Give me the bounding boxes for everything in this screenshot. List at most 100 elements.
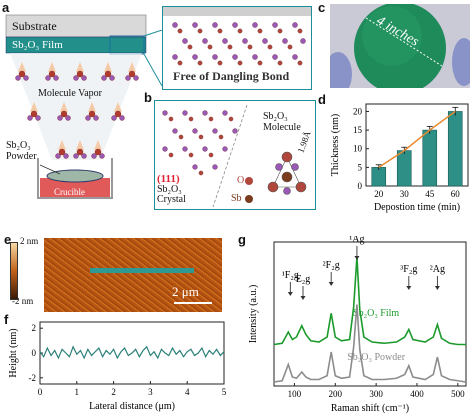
y-tick-label: 15 [353,125,363,135]
x-tick-label: 45 [425,189,435,199]
colorbar-min: -2 nm [12,296,34,306]
panel-b: (111) Sb₂O₃ Crystal Sb₂O₃ Molecule 1.98Å… [154,100,316,210]
series-label-film: Sb₂O₃ Film [353,308,399,319]
peak-label: E₂g [296,274,311,285]
x-tick-label: 4 [185,387,190,397]
peak-arrowhead [300,296,306,300]
molecule-array [172,22,306,66]
peak-label: ¹F₂g [282,270,299,281]
afm-image: 2 μm [44,238,222,312]
height-profile-line [39,345,225,360]
vapor-molecules [15,62,139,159]
y-axis-title: Thickness (nm) [330,114,341,177]
series-label-powder: Sb₂O₃ Powder [347,352,405,363]
molecule-label-line1: Sb₂O₃ [263,111,288,122]
legend-o-marker [245,177,253,185]
powder-label-line1: Sb₂O₃ [6,140,31,151]
peak-label: ²F₂g [323,260,340,271]
peak-arrowhead [354,256,360,260]
plot-frame [273,241,467,387]
film-label: Sb₂O₃ Film [12,39,63,51]
x-tick-label: 200 [329,389,343,399]
bar [371,167,387,187]
x-tick-label: 20 [374,189,384,199]
crucible-label: Crucible [54,187,85,197]
plot-frame [365,103,469,187]
dangling-bond-caption: Free of Dangling Bond [173,69,290,83]
x-tick-label: 100 [288,389,302,399]
zoom-connector [143,30,163,87]
glove-right [452,38,470,86]
y-axis-title: Height (nm) [8,328,19,377]
chart-g: 100 200 300 400 500 Sb₂O₃ Film Sb₂O₃ Powder ¹F₂… [248,236,467,414]
panel-label-c: c [318,0,326,15]
vapor-cone [10,53,142,160]
dangling-bond-free-film-structure [163,7,311,66]
afm-scalebar [174,302,212,304]
crystal-label: Sb₂O₃ Crystal [157,185,186,205]
x-tick-label: 400 [410,389,424,399]
x-tick-label: 5 [222,387,227,397]
afm-line-profile [90,268,194,273]
legend-o-label: O [237,175,245,186]
x-tick-label: 30 [400,189,410,199]
panel-a: a Substrate Sb₂O₃ Fi [0,0,150,208]
y-tick-label: -2 [29,373,37,383]
crystal-lattice [162,110,238,176]
crystal-label-line2: Crystal [157,194,186,205]
y-tick-label: 10 [353,144,363,154]
chart-d: 0 5 10 15 20 20 30 45 60 Depostion time (min) Thic… [330,103,469,213]
panel-label-g: g [238,232,246,247]
powder-label: Sb₂O₃ Powder [6,140,37,162]
molecule-label-line2: Molecule [263,122,301,133]
spectrum-line-powder [273,304,467,383]
powder-pointer [39,164,61,175]
crucible [37,158,113,199]
facet-label: (111) [157,173,180,185]
molecule-label: Sb₂O₃ Molecule [263,111,301,133]
zoom-inset: Free of Dangling Bond [162,6,312,90]
peak-arrowhead [434,286,440,290]
y-tick-label: 2 [32,323,37,333]
divider-line [212,104,248,208]
panel-label-b: b [144,90,152,105]
afm-scalebar-label: 2 μm [172,284,199,299]
wafer-diameter-line [365,17,443,67]
panel-label-f: f [4,312,9,327]
panel-label-d: d [318,92,326,107]
panel-label-e: e [4,232,12,247]
x-axis-title: Depostion time (min) [374,202,460,213]
x-tick-label: 0 [38,387,43,397]
y-tick-label: 5 [358,162,363,172]
y-tick-label: 0 [358,181,363,191]
peak-arrowhead [287,292,293,296]
x-tick-label: 2 [111,387,116,397]
y-axis-title: Intensity (a.u.) [248,285,259,344]
panel-label-a: a [2,0,10,15]
peak-arrowhead [406,286,412,290]
x-tick-label: 3 [148,387,153,397]
peak-label: ²Ag [430,264,445,275]
vapor-label: Molecule Vapor [38,88,102,99]
trend-line [378,110,456,168]
colorbar-max: 2 nm [20,236,39,246]
bar [396,150,412,187]
substrate-label: Substrate [12,19,57,33]
legend-sb-label: Sb [231,193,242,204]
crystal-label-line1: Sb₂O₃ [157,184,182,195]
x-tick-label: 1 [75,387,80,397]
peak-label: ¹Ag [349,236,364,245]
legend-sb-marker [245,195,253,203]
bar [447,111,463,187]
y-tick-label: 20 [353,106,363,116]
x-tick-label: 300 [369,389,383,399]
x-axis-title: Lateral distance (μm) [89,401,175,412]
peak-arrowhead [328,282,334,286]
afm-colorbar [10,242,18,300]
bar [422,129,438,187]
x-axis-title: Raman shift (cm⁻¹) [331,403,409,414]
x-tick-label: 500 [451,389,465,399]
peak-label: ³F₂g [400,264,417,275]
powder-label-line2: Powder [6,151,37,162]
